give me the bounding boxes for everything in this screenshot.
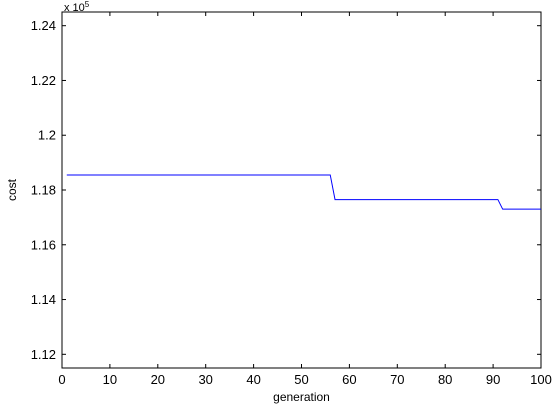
y-ticks: 1.12 1.14 1.16 1.18 1.2 1.22 1.24 [31, 18, 541, 362]
x-ticks: 0 10 20 30 40 50 60 70 80 90 100 [58, 12, 552, 387]
x-tick-label: 0 [58, 372, 65, 387]
y-exponent-power: 5 [85, 0, 90, 9]
y-tick-label: 1.14 [31, 292, 56, 307]
x-tick-label: 10 [103, 372, 117, 387]
series-line [66, 174, 541, 210]
x-tick-label: 20 [151, 372, 165, 387]
y-tick-label: 1.24 [31, 18, 56, 33]
x-tick-label: 80 [438, 372, 452, 387]
y-exponent-base: x 10 [64, 2, 85, 14]
y-tick-label: 1.16 [31, 237, 56, 252]
x-tick-label: 70 [390, 372, 404, 387]
x-tick-label: 90 [486, 372, 500, 387]
x-tick-label: 30 [198, 372, 212, 387]
x-tick-label: 60 [342, 372, 356, 387]
y-exponent-label: x 105 [64, 0, 90, 14]
plot-frame [61, 11, 542, 369]
y-tick-label: 1.18 [31, 183, 56, 198]
y-tick-label: 1.12 [31, 347, 56, 362]
x-axis-label: generation [273, 390, 330, 404]
x-tick-label: 40 [246, 372, 260, 387]
x-tick-label: 100 [530, 372, 552, 387]
y-axis-label: cost [5, 178, 19, 201]
x-tick-label: 50 [294, 372, 308, 387]
y-tick-label: 1.2 [38, 128, 56, 143]
series-layer [66, 174, 541, 210]
plot-area [61, 11, 542, 369]
y-tick-label: 1.22 [31, 73, 56, 88]
